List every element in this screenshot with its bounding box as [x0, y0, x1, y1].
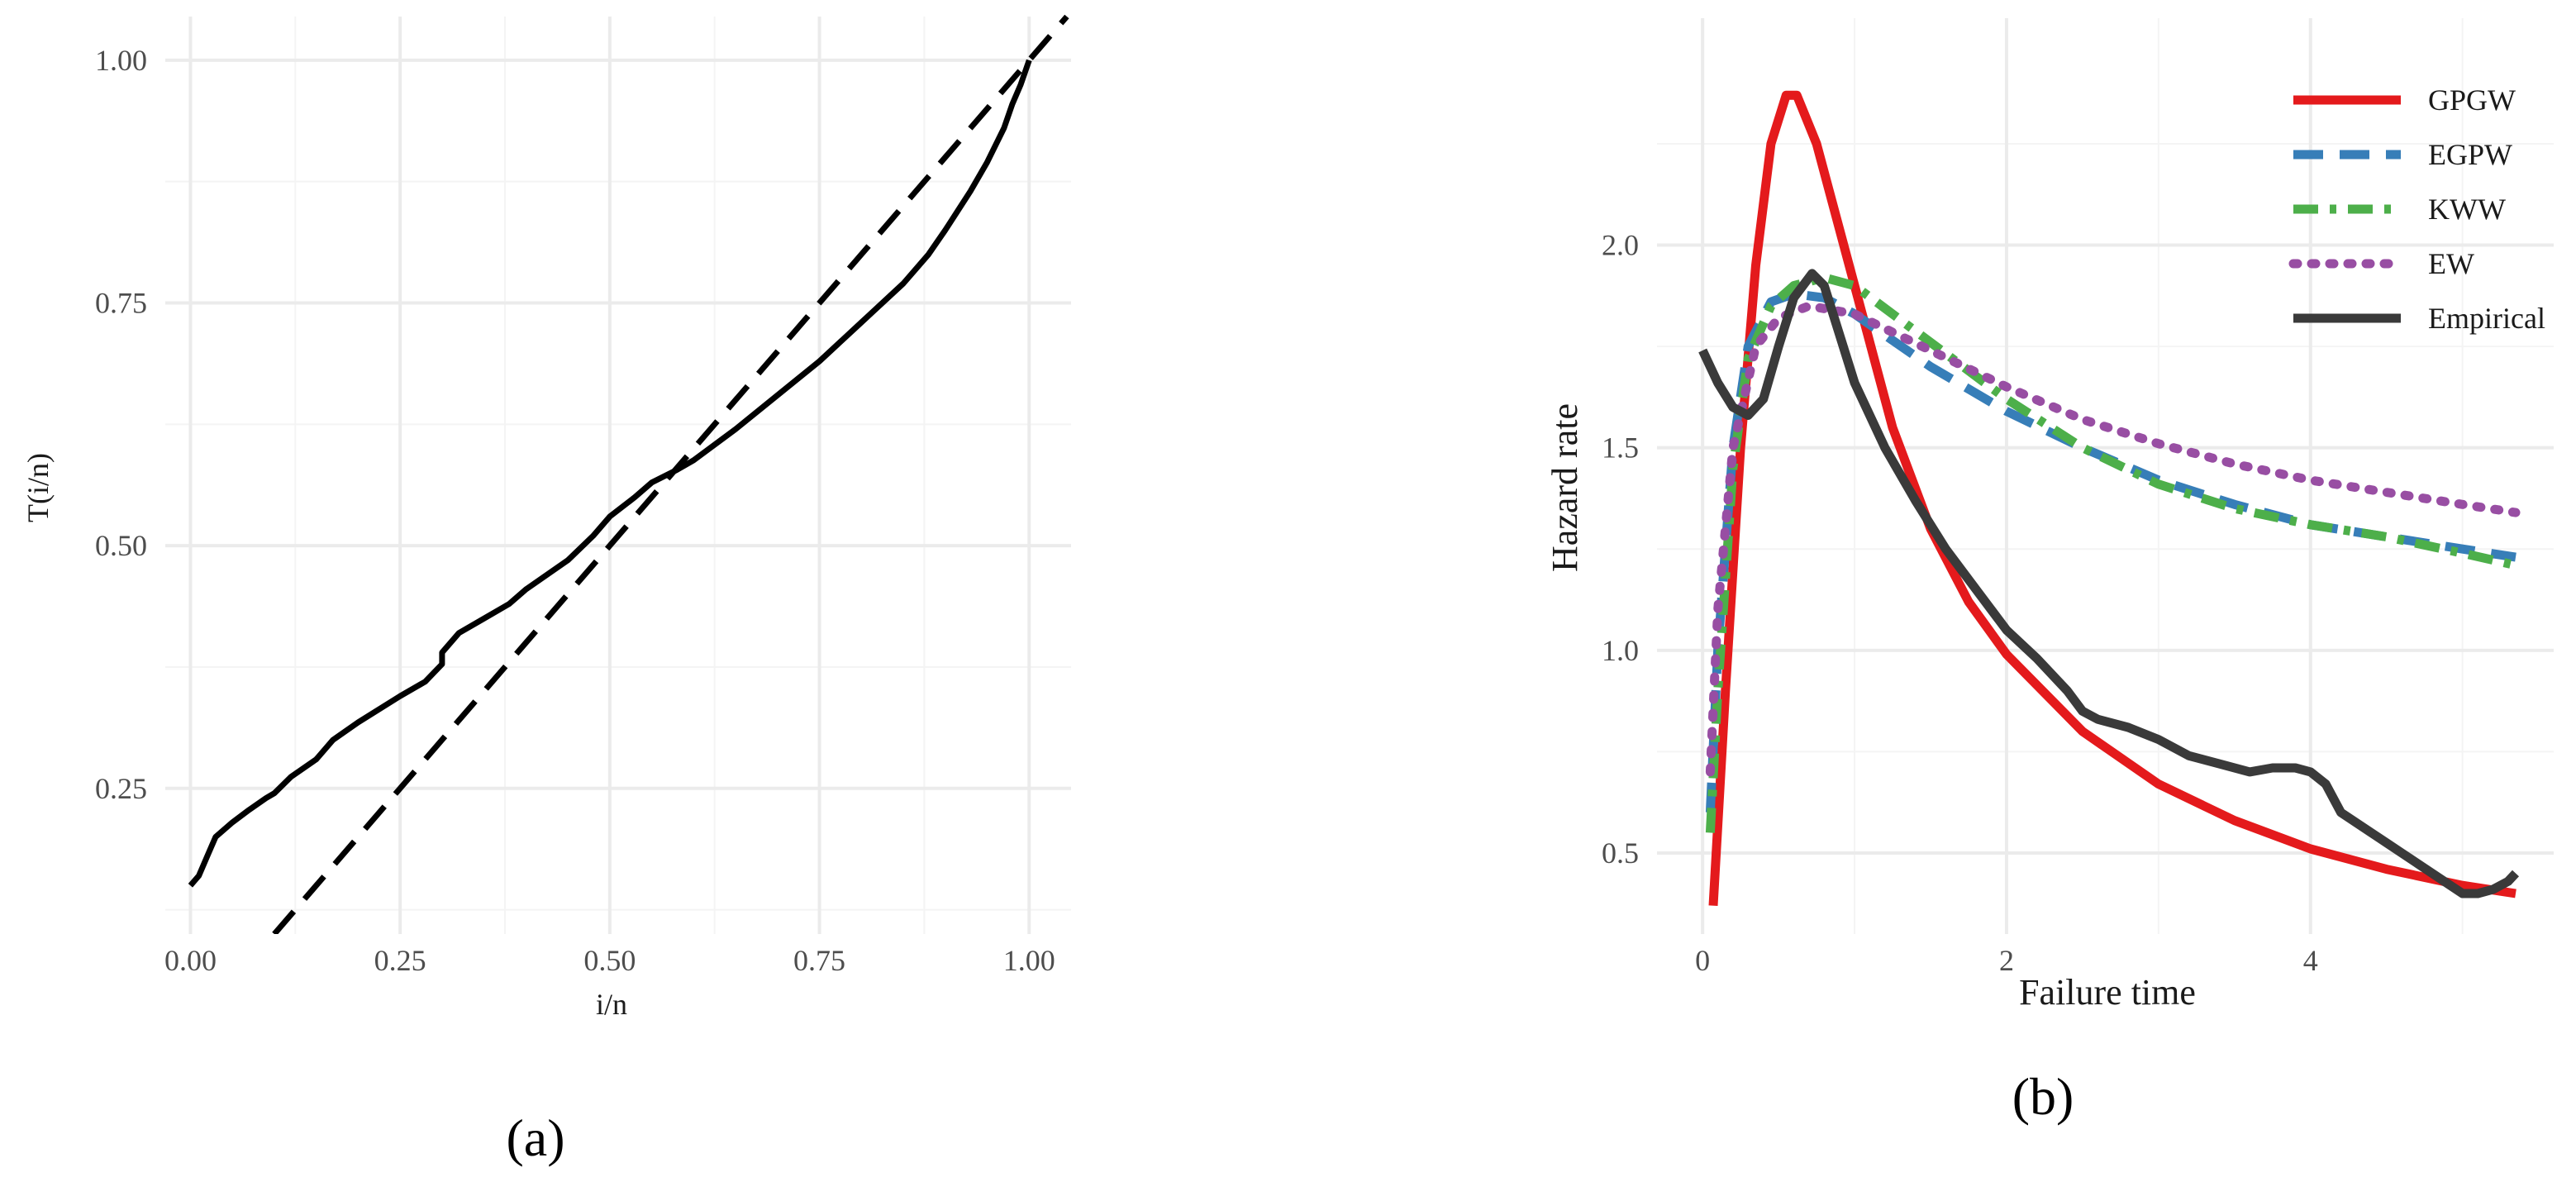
panel-a-x-tick-label: 1.00	[1003, 944, 1055, 977]
legend-label-egpw: EGPW	[2428, 138, 2512, 171]
legend-label-gpgw: GPGW	[2428, 83, 2516, 117]
panel-a-y-tick-label: 0.75	[95, 287, 147, 320]
panel-b-hazard-plot: 0 2 4 0.5 1.0 1.5 2.0 Failure time Hazard rat…	[1545, 18, 2554, 1126]
panel-a-x-tick-label: 0.50	[583, 944, 636, 977]
panel-b-series-gpgw	[1708, 90, 2516, 907]
panel-b-x-tick-label: 2	[1999, 944, 2014, 977]
panel-b-y-tick-label: 2.0	[1602, 229, 1639, 262]
panel-b-x-tick-label: 0	[1695, 944, 1710, 977]
legend-label-empirical: Empirical	[2428, 302, 2545, 335]
panel-b-y-tick-labels: 0.5 1.0 1.5 2.0	[1602, 229, 1639, 870]
panel-b-x-tick-label: 4	[2303, 944, 2318, 977]
panel-b-y-tick-label: 1.5	[1602, 431, 1639, 465]
panel-b-grid	[1657, 18, 2554, 934]
panel-a-label: (a)	[506, 1108, 564, 1167]
legend-label-ew: EW	[2428, 247, 2474, 280]
panel-b-label: (b)	[2012, 1067, 2074, 1126]
panel-a-y-tick-label: 0.50	[95, 529, 147, 562]
panel-b-y-tick-label: 0.5	[1602, 836, 1639, 870]
panel-a-x-tick-label: 0.00	[164, 944, 217, 977]
panel-a-y-tick-labels: 0.25 0.50 0.75 1.00	[95, 44, 147, 805]
panel-a-x-tick-label: 0.75	[793, 944, 845, 977]
panel-b-series	[1698, 90, 2521, 907]
panel-a-series-ttt-curve	[188, 59, 1032, 888]
panel-b-x-axis-title: Failure time	[2019, 972, 2196, 1013]
panel-a-grid	[165, 17, 1071, 934]
legend-label-kww: KWW	[2428, 193, 2506, 226]
panel-a-series	[188, 14, 1069, 934]
panel-a-x-tick-label: 0.25	[374, 944, 426, 977]
panel-a-y-tick-label: 1.00	[95, 44, 147, 77]
panel-a-y-tick-label: 0.25	[95, 772, 147, 805]
panel-a-x-tick-labels: 0.00 0.25 0.50 0.75 1.00	[164, 944, 1055, 977]
panel-b-y-axis-title: Hazard rate	[1545, 403, 1585, 572]
panel-a-ttt-plot: 0.00 0.25 0.50 0.75 1.00 0.25 0.50 0.75 1.00 i/…	[21, 14, 1071, 1167]
panel-a-x-axis-title: i/n	[596, 988, 627, 1021]
panel-a-series-reference-diagonal	[272, 14, 1069, 934]
panel-b-legend: GPGW EGPW KWW EW Empirical	[2288, 83, 2545, 335]
panel-a-y-axis-title: T(i/n)	[21, 453, 55, 522]
panel-b-series-ew	[1705, 301, 2521, 777]
panel-b-series-egpw	[1705, 288, 2516, 813]
panel-b-y-tick-label: 1.0	[1602, 634, 1639, 667]
panel-b-series-empirical	[1698, 269, 2520, 898]
panel-b-x-tick-labels: 0 2 4	[1695, 944, 2318, 977]
